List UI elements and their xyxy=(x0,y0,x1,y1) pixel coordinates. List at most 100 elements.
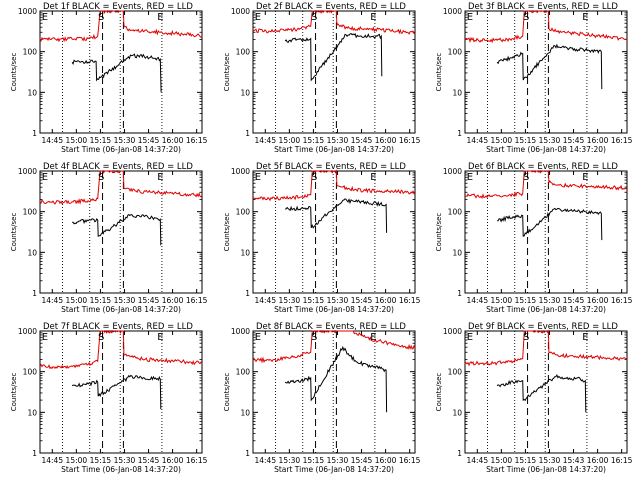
x-axis-label: Start Time (06-Jan-08 14:37:20) xyxy=(61,305,181,314)
y-axis-label: Counts/sec xyxy=(223,213,231,252)
panel-title: Det 3f BLACK = Events, RED = LLD xyxy=(468,2,618,12)
marker-s: S xyxy=(523,12,529,23)
red-lld-series xyxy=(252,169,416,202)
x-axis-label: Start Time (06-Jan-08 14:37:20) xyxy=(61,465,181,474)
x-axis-label: Start Time (06-Jan-08 14:37:20) xyxy=(274,305,394,314)
red-lld-series xyxy=(464,10,628,44)
x-tick-label: 16:15 xyxy=(186,296,208,305)
chart-panel-9: Det 9f BLACK = Events, RED = LLD 1 10 100 10… xyxy=(435,322,633,474)
x-tick-label: 14:45 xyxy=(41,296,63,305)
x-axis-label: Start Time (06-Jan-08 14:37:20) xyxy=(274,145,394,154)
y-tick-label: 1000 xyxy=(443,327,462,336)
marker-e: E xyxy=(582,332,588,343)
y-tick-label: 10 xyxy=(452,248,462,257)
x-tick-label: 14:45 xyxy=(466,296,488,305)
marker-e: E xyxy=(467,12,473,23)
x-tick-label: 15:00 xyxy=(66,136,88,145)
marker-s: S xyxy=(311,172,317,183)
plot-frame xyxy=(252,170,416,294)
y-tick-label: 10 xyxy=(240,88,250,97)
x-tick-label: 16:00 xyxy=(375,136,397,145)
marker-e: E xyxy=(370,172,376,183)
red-lld-series xyxy=(39,170,203,205)
x-tick-label: 15:15 xyxy=(90,456,112,465)
black-events-series xyxy=(496,43,603,90)
y-tick-label: 1 xyxy=(32,449,37,458)
x-tick-label: 16:00 xyxy=(162,456,184,465)
y-tick-label: 1000 xyxy=(443,167,462,176)
y-tick-label: 1000 xyxy=(231,167,250,176)
x-tick-label: 15:00 xyxy=(491,296,513,305)
x-tick-label: 15:15 xyxy=(303,296,325,305)
x-tick-label: 16:15 xyxy=(399,456,421,465)
marker-e: E xyxy=(255,332,261,343)
plot-frame xyxy=(39,10,203,134)
y-axis-label: Counts/sec xyxy=(10,373,18,412)
y-tick-label: 1 xyxy=(32,129,37,138)
marker-s: S xyxy=(98,172,104,183)
x-tick-label: 14:45 xyxy=(466,136,488,145)
red-lld-series xyxy=(252,330,416,364)
y-tick-label: 1 xyxy=(457,289,462,298)
x-axis-label: Start Time (06-Jan-08 14:37:20) xyxy=(486,145,606,154)
x-tick-label: 15:45 xyxy=(351,296,373,305)
marker-e: E xyxy=(467,332,473,343)
chart-panel-8: Det 8f BLACK = Events, RED = LLD 1 10 100 10… xyxy=(223,322,421,474)
y-tick-label: 10 xyxy=(452,408,462,417)
x-tick-label: 16:00 xyxy=(587,456,609,465)
panel-title: Det 7f BLACK = Events, RED = LLD xyxy=(43,322,193,332)
black-events-series xyxy=(71,374,162,410)
marker-e: E xyxy=(370,332,376,343)
x-axis-label: Start Time (06-Jan-08 14:37:20) xyxy=(274,465,394,474)
marker-s: S xyxy=(523,332,529,343)
marker-e: E xyxy=(42,172,48,183)
x-tick-label: 15:15 xyxy=(515,136,537,145)
black-events-series xyxy=(284,198,388,233)
y-tick-label: 1 xyxy=(245,129,250,138)
x-tick-label: 16:15 xyxy=(611,136,633,145)
x-tick-label: 15:15 xyxy=(303,456,325,465)
panel-title: Det 8f BLACK = Events, RED = LLD xyxy=(256,322,406,332)
x-axis-label: Start Time (06-Jan-08 14:37:20) xyxy=(486,465,606,474)
y-tick-label: 100 xyxy=(448,368,463,377)
marker-s: S xyxy=(98,332,104,343)
y-tick-label: 1000 xyxy=(18,327,37,336)
marker-s: S xyxy=(311,12,317,23)
x-tick-label: 15:15 xyxy=(515,296,537,305)
x-tick-label: 16:00 xyxy=(162,296,184,305)
y-tick-label: 1 xyxy=(245,289,250,298)
x-tick-label: 15:45 xyxy=(563,136,585,145)
x-tick-label: 14:45 xyxy=(254,456,276,465)
panel-title: Det 2f BLACK = Events, RED = LLD xyxy=(256,2,406,12)
x-tick-label: 15:30 xyxy=(279,296,301,305)
x-tick-label: 15:00 xyxy=(491,456,513,465)
y-tick-label: 100 xyxy=(236,48,251,57)
y-tick-label: 10 xyxy=(27,248,37,257)
y-tick-label: 1 xyxy=(457,129,462,138)
x-tick-label: 15:15 xyxy=(303,136,325,145)
marker-e: E xyxy=(157,172,163,183)
y-tick-label: 100 xyxy=(448,208,463,217)
marker-s: S xyxy=(311,332,317,343)
x-tick-label: 16:00 xyxy=(587,296,609,305)
y-tick-label: 1000 xyxy=(231,7,250,16)
panel-title: Det 4f BLACK = Events, RED = LLD xyxy=(43,162,193,172)
x-tick-label: 16:00 xyxy=(375,456,397,465)
black-events-series xyxy=(284,345,388,413)
y-tick-label: 100 xyxy=(236,368,251,377)
x-tick-label: 15:45 xyxy=(138,456,160,465)
y-tick-label: 100 xyxy=(236,208,251,217)
x-tick-label: 16:00 xyxy=(587,136,609,145)
red-lld-series xyxy=(39,329,203,370)
x-tick-label: 16:00 xyxy=(162,136,184,145)
panel-title: Det 1f BLACK = Events, RED = LLD xyxy=(43,2,193,12)
marker-e: E xyxy=(582,172,588,183)
marker-e: E xyxy=(467,172,473,183)
plot-frame xyxy=(39,170,203,294)
black-events-series xyxy=(71,53,162,93)
y-tick-label: 1 xyxy=(245,449,250,458)
y-tick-label: 10 xyxy=(27,408,37,417)
red-lld-series xyxy=(39,10,203,43)
plot-frame xyxy=(464,330,628,454)
plot-frame xyxy=(464,10,628,134)
